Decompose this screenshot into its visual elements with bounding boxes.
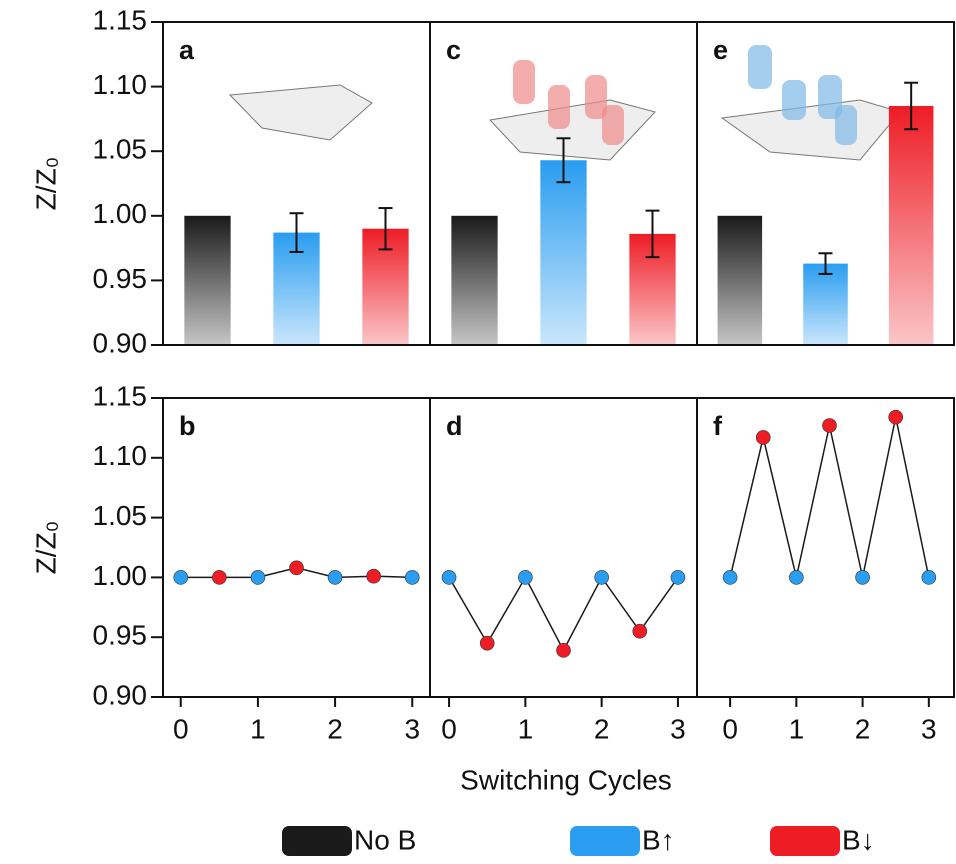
molecule: [835, 105, 857, 145]
molecule: [748, 45, 772, 89]
panel-frame: [696, 397, 955, 698]
x-tick-label: 1: [250, 713, 266, 744]
marker: [722, 570, 738, 585]
graphene-sheet: [228, 84, 373, 141]
legend-label: B↑: [642, 824, 675, 855]
x-tick-label: 2: [327, 713, 343, 744]
molecule: [602, 105, 624, 145]
marker: [250, 570, 266, 585]
marker: [173, 570, 189, 585]
panel-label: b: [179, 411, 196, 441]
marker: [632, 623, 648, 639]
panel-label: a: [179, 35, 195, 65]
panel-label: d: [446, 411, 463, 441]
y-tick-label: 0.95: [93, 620, 148, 651]
bar: [451, 215, 498, 345]
molecule: [548, 85, 570, 129]
marker: [670, 570, 686, 585]
legend-label: B↓: [842, 824, 875, 855]
y-tick-label: 1.15: [93, 4, 148, 35]
legend-swatch: [282, 826, 352, 856]
marker: [212, 570, 227, 585]
marker: [327, 570, 343, 585]
inset-a: [228, 84, 373, 141]
x-tick-label: 1: [518, 713, 534, 744]
x-tick-label: 2: [594, 713, 610, 744]
molecule: [513, 60, 535, 104]
x-tick-label: 1: [789, 713, 805, 744]
marker: [855, 570, 870, 585]
marker: [289, 560, 304, 576]
y-tick-label: 0.90: [93, 679, 148, 710]
x-tick-label: 3: [670, 713, 686, 744]
y-tick-label: 0.90: [93, 327, 148, 358]
y-tick-label: 1.05: [93, 500, 148, 531]
y-tick-label: 1.00: [93, 198, 148, 229]
y-tick-label: 1.05: [93, 134, 148, 165]
marker: [755, 430, 771, 445]
legend-swatch: [770, 826, 840, 856]
panel-label: c: [446, 35, 461, 65]
bar: [803, 263, 848, 345]
inset-c: [488, 60, 656, 161]
molecule: [782, 80, 806, 120]
legend-label: No B: [354, 824, 416, 855]
marker: [594, 570, 609, 585]
marker: [479, 635, 495, 651]
molecule: [818, 75, 842, 119]
panel-frame: [162, 397, 431, 698]
y-tick-label: 1.10: [93, 440, 148, 471]
x-tick-label: 0: [441, 713, 457, 744]
legend-swatch: [570, 826, 640, 856]
marker: [518, 570, 533, 585]
panel-label: f: [713, 411, 723, 441]
bar: [888, 105, 934, 345]
marker: [404, 570, 420, 585]
x-axis-title: Switching Cycles: [460, 764, 672, 795]
y-tick-label: 1.00: [93, 560, 148, 591]
molecule: [585, 75, 607, 119]
bar: [184, 215, 231, 345]
y-axis-title: Z/Z₀: [30, 157, 61, 211]
inset-e: [720, 45, 901, 161]
panel-label: e: [713, 35, 728, 65]
marker: [921, 570, 937, 585]
x-tick-label: 0: [722, 713, 738, 744]
marker: [789, 570, 804, 585]
y-tick-label: 0.95: [93, 263, 148, 294]
bar: [717, 215, 763, 345]
graphene-sheet: [488, 99, 656, 161]
y-tick-label: 1.10: [93, 69, 148, 100]
bar: [540, 160, 587, 345]
x-tick-label: 2: [855, 713, 871, 744]
marker: [366, 568, 381, 584]
x-tick-label: 0: [173, 713, 189, 744]
graphene-sheet: [720, 99, 901, 161]
marker: [888, 409, 904, 425]
x-tick-label: 3: [921, 713, 937, 744]
y-axis-title: Z/Z₀: [30, 521, 61, 575]
y-tick-label: 1.15: [93, 380, 148, 411]
marker: [556, 643, 571, 658]
marker: [822, 418, 837, 433]
panel-frame: [696, 21, 955, 346]
marker: [441, 570, 457, 585]
x-tick-label: 3: [404, 713, 420, 744]
